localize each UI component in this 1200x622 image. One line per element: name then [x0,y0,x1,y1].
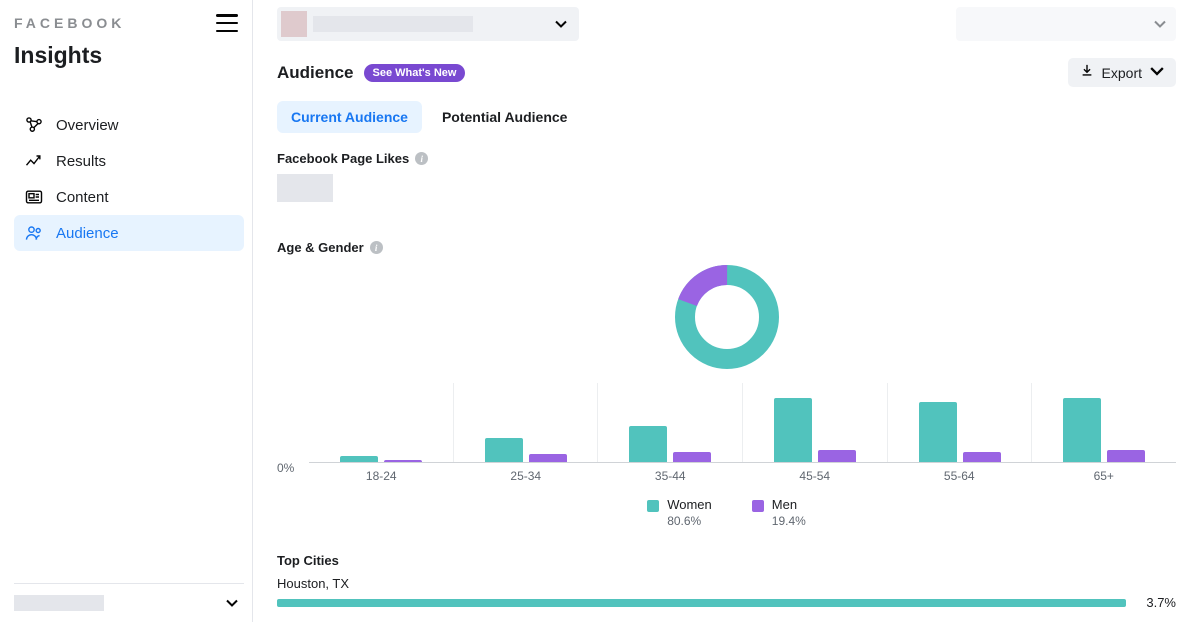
chevron-down-icon [226,594,238,612]
legend-pct: 19.4% [772,514,806,530]
export-button[interactable]: Export [1068,58,1176,87]
page-title: Audience [277,63,354,83]
bar-men [818,450,856,462]
bar-women [629,426,667,462]
chevron-down-icon [1150,64,1164,81]
bar-men [384,460,422,462]
account-name-placeholder [14,595,104,611]
age-group-35-44 [597,383,742,462]
sidebar-item-label: Content [56,189,109,206]
age-gender-bar-chart: 0% 18-2425-3435-4445-5455-6465+ [277,383,1176,483]
hamburger-menu-button[interactable] [216,14,238,32]
top-cities-label: Top Cities [277,553,1176,568]
sidebar-item-results[interactable]: Results [14,143,244,179]
sidebar-item-label: Audience [56,225,119,242]
chevron-down-icon [555,15,567,33]
audience-tabs: Current AudiencePotential Audience [277,101,1176,133]
bar-women [340,456,378,462]
tab-potential-audience[interactable]: Potential Audience [428,101,582,133]
content-area: Audience See What's New Export Current A… [253,48,1200,622]
city-bar-fill [277,599,1126,607]
date-range-dropdown[interactable] [956,7,1176,41]
info-icon[interactable]: i [415,152,428,165]
y-axis-zero-label: 0% [277,461,294,475]
legend-swatch [752,500,764,512]
legend-item-women: Women80.6% [647,497,712,529]
account-switcher[interactable] [14,583,244,612]
legend-item-men: Men19.4% [752,497,806,529]
page-likes-label: Facebook Page Likes i [277,151,1176,166]
city-bar-row: 3.7% [277,595,1176,610]
bar-women [485,438,523,462]
age-group-25-34 [453,383,598,462]
nav-list: Overview Results Content Audience [14,107,244,251]
info-icon[interactable]: i [370,241,383,254]
age-group-65+ [1031,383,1176,462]
age-gender-label: Age & Gender i [277,240,1176,255]
bar-men [963,452,1001,462]
x-tick-label: 45-54 [743,463,888,483]
bar-women [1063,398,1101,462]
chart-legend: Women80.6% Men19.4% [277,497,1176,529]
x-tick-label: 18-24 [309,463,454,483]
bar-women [919,402,957,462]
age-group-55-64 [887,383,1032,462]
overview-icon [24,115,44,135]
results-icon [24,151,44,171]
legend-label: Women [667,497,712,514]
age-group-45-54 [742,383,887,462]
x-tick-label: 35-44 [598,463,743,483]
legend-pct: 80.6% [667,514,712,530]
sidebar: FACEBOOK Insights Overview Results Content… [0,0,253,622]
sidebar-item-overview[interactable]: Overview [14,107,244,143]
age-group-18-24 [309,383,453,462]
content-icon [24,187,44,207]
main: Audience See What's New Export Current A… [253,0,1200,622]
x-tick-label: 25-34 [454,463,599,483]
sidebar-item-label: Overview [56,117,119,134]
sidebar-item-label: Results [56,153,106,170]
bar-women [774,398,812,462]
page-selector-dropdown[interactable] [277,7,579,41]
facebook-wordmark: FACEBOOK [14,15,125,31]
export-label: Export [1102,65,1142,81]
audience-icon [24,223,44,243]
top-cities-list: Houston, TX 3.7% [277,576,1176,610]
city-pct: 3.7% [1136,595,1176,610]
x-tick-label: 55-64 [887,463,1032,483]
sidebar-item-audience[interactable]: Audience [14,215,244,251]
legend-label: Men [772,497,806,514]
gender-donut-chart [673,263,781,371]
topbar [253,0,1200,48]
x-tick-label: 65+ [1032,463,1177,483]
bar-men [529,454,567,462]
whats-new-badge[interactable]: See What's New [364,64,466,82]
chevron-down-icon [1154,15,1166,33]
section-title: Insights [14,42,244,69]
page-likes-value-placeholder [277,174,333,202]
tab-current-audience[interactable]: Current Audience [277,101,422,133]
sidebar-item-content[interactable]: Content [14,179,244,215]
bar-men [673,452,711,462]
city-name: Houston, TX [277,576,1176,591]
download-icon [1080,64,1094,81]
legend-swatch [647,500,659,512]
bar-men [1107,450,1145,462]
